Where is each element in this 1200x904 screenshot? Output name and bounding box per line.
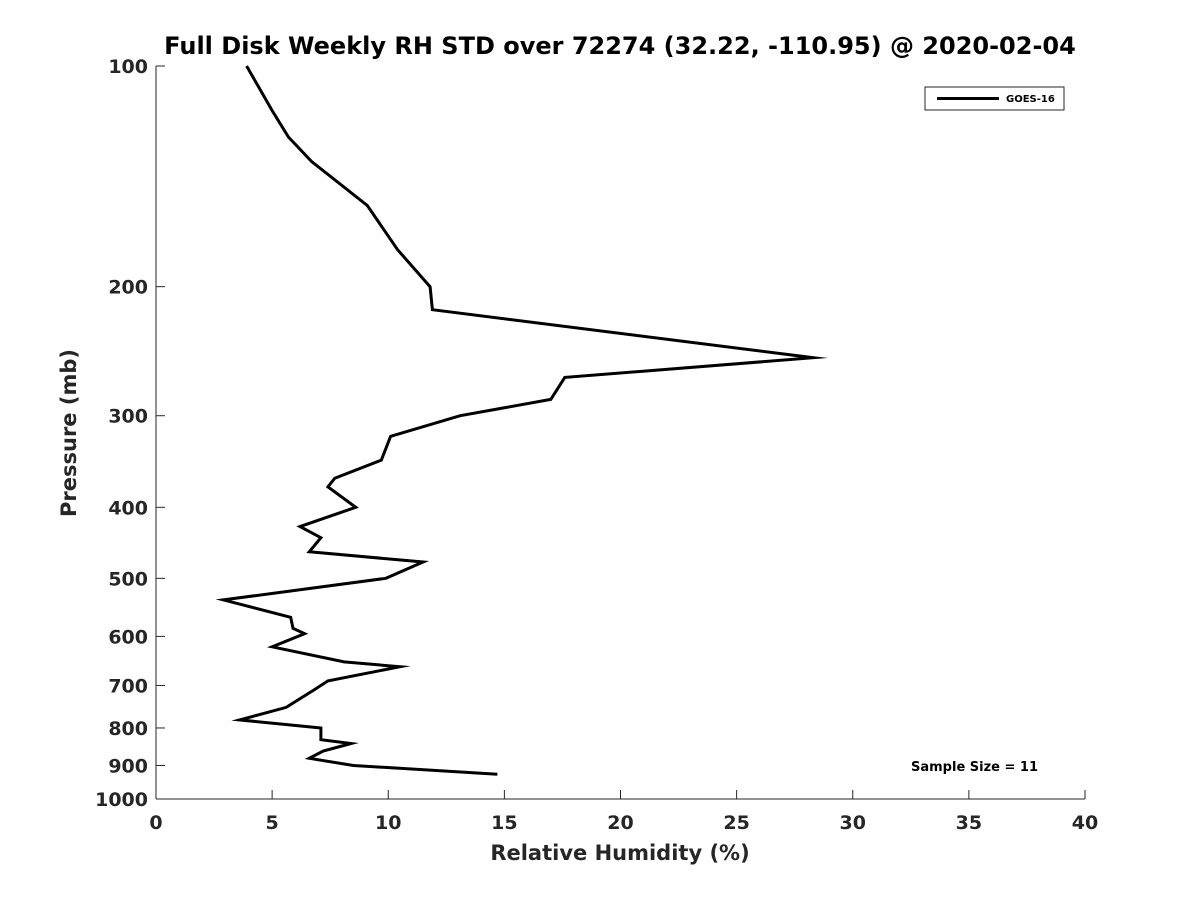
y-tick-label: 500 bbox=[108, 568, 148, 590]
x-tick-label: 10 bbox=[375, 812, 401, 834]
y-tick-label: 200 bbox=[108, 277, 148, 299]
x-axis-label: Relative Humidity (%) bbox=[490, 841, 749, 865]
x-tick-label: 25 bbox=[723, 812, 749, 834]
y-tick-label: 300 bbox=[108, 406, 148, 428]
x-tick-label: 15 bbox=[491, 812, 517, 834]
series-line-goes-16 bbox=[215, 65, 828, 776]
legend: GOES-16 bbox=[924, 86, 1065, 111]
y-tick-label: 800 bbox=[108, 718, 148, 740]
x-tick-label: 40 bbox=[1072, 812, 1098, 834]
ticks: 0 5 10 15 20 25 30 35 40 100 200 300 400 500 600 700 800… bbox=[95, 56, 1098, 834]
y-tick-label: 400 bbox=[108, 497, 148, 519]
x-tick-label: 30 bbox=[840, 812, 866, 834]
series-layer bbox=[215, 65, 828, 776]
y-tick-label: 100 bbox=[108, 56, 148, 78]
x-tick-label: 35 bbox=[956, 812, 982, 834]
legend-label-goes-16: GOES-16 bbox=[1006, 94, 1055, 105]
y-axis-label: Pressure (mb) bbox=[57, 349, 81, 517]
y-tick-label: 600 bbox=[108, 626, 148, 648]
x-tick-label: 20 bbox=[607, 812, 633, 834]
y-tick-label: 700 bbox=[108, 675, 148, 697]
chart-title: Full Disk Weekly RH STD over 72274 (32.2… bbox=[164, 32, 1076, 60]
y-tick-label: 1000 bbox=[95, 789, 148, 811]
x-tick-label: 5 bbox=[266, 812, 279, 834]
x-tick-label: 0 bbox=[149, 812, 162, 834]
y-tick-label: 900 bbox=[108, 755, 148, 777]
axes bbox=[155, 66, 1085, 800]
sample-size-annotation: Sample Size = 11 bbox=[911, 760, 1038, 775]
